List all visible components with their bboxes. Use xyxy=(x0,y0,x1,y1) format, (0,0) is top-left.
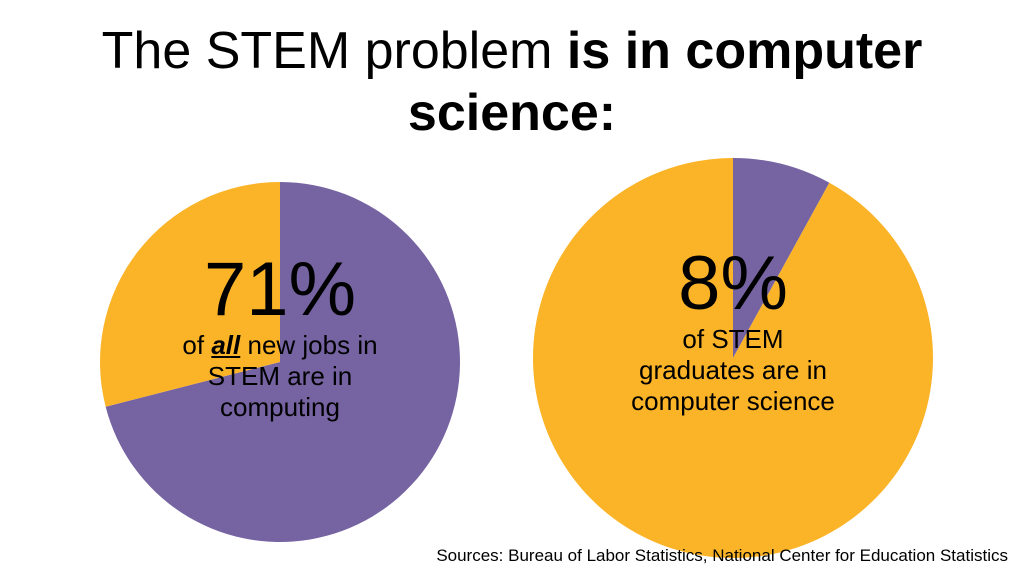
sources-note: Sources: Bureau of Labor Statistics, Nat… xyxy=(436,546,1008,565)
pie-chart-jobs xyxy=(100,182,460,542)
title-bold: is in computer science: xyxy=(407,22,923,142)
jobs-desc-post: new jobs in STEM are in computing xyxy=(207,330,378,422)
pie-chart-graduates xyxy=(532,158,933,558)
pie-label-graduates: 8% of STEM graduates are in computer sci… xyxy=(628,244,838,417)
jobs-desc-emphasis: all xyxy=(211,330,241,360)
slice-computer-science xyxy=(733,158,830,358)
slice-other-stem-grads xyxy=(532,158,933,558)
title-regular: The STEM problem xyxy=(101,22,567,80)
pie-label-jobs: 71% of all new jobs in STEM are in compu… xyxy=(150,250,410,423)
slice-computing xyxy=(105,182,460,542)
jobs-description: of all new jobs in STEM are in computing xyxy=(150,330,410,423)
page-title: The STEM problem is in computer science: xyxy=(0,20,1024,144)
jobs-percentage: 71% xyxy=(203,247,357,332)
jobs-desc-pre: of xyxy=(182,330,212,360)
graduates-description: of STEM graduates are in computer scienc… xyxy=(631,324,835,416)
slice-other-stem xyxy=(100,182,280,407)
graduates-percentage: 8% xyxy=(678,241,788,326)
